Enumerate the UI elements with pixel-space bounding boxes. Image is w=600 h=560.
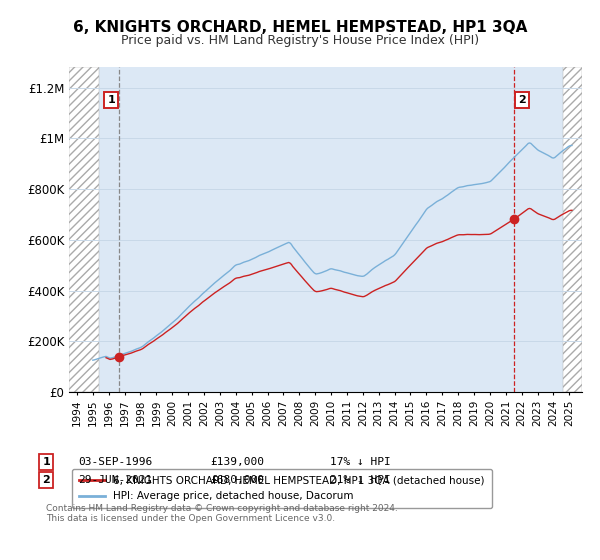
Bar bbox=[69, 67, 99, 392]
Text: £680,000: £680,000 bbox=[210, 475, 264, 485]
Text: 21% ↓ HPI: 21% ↓ HPI bbox=[330, 475, 391, 485]
Text: 6, KNIGHTS ORCHARD, HEMEL HEMPSTEAD, HP1 3QA: 6, KNIGHTS ORCHARD, HEMEL HEMPSTEAD, HP1… bbox=[73, 20, 527, 35]
Text: £139,000: £139,000 bbox=[210, 457, 264, 467]
Text: Contains HM Land Registry data © Crown copyright and database right 2024.
This d: Contains HM Land Registry data © Crown c… bbox=[46, 504, 398, 524]
Text: 1: 1 bbox=[43, 457, 50, 467]
Text: 2: 2 bbox=[518, 95, 526, 105]
Text: 17% ↓ HPI: 17% ↓ HPI bbox=[330, 457, 391, 467]
Text: Price paid vs. HM Land Registry's House Price Index (HPI): Price paid vs. HM Land Registry's House … bbox=[121, 34, 479, 46]
Bar bbox=[563, 67, 582, 392]
Text: 03-SEP-1996: 03-SEP-1996 bbox=[78, 457, 152, 467]
Text: 29-JUN-2021: 29-JUN-2021 bbox=[78, 475, 152, 485]
Text: 2: 2 bbox=[43, 475, 50, 485]
Text: 1: 1 bbox=[107, 95, 115, 105]
Legend: 6, KNIGHTS ORCHARD, HEMEL HEMPSTEAD, HP1 3QA (detached house), HPI: Average pric: 6, KNIGHTS ORCHARD, HEMEL HEMPSTEAD, HP1… bbox=[71, 469, 492, 508]
